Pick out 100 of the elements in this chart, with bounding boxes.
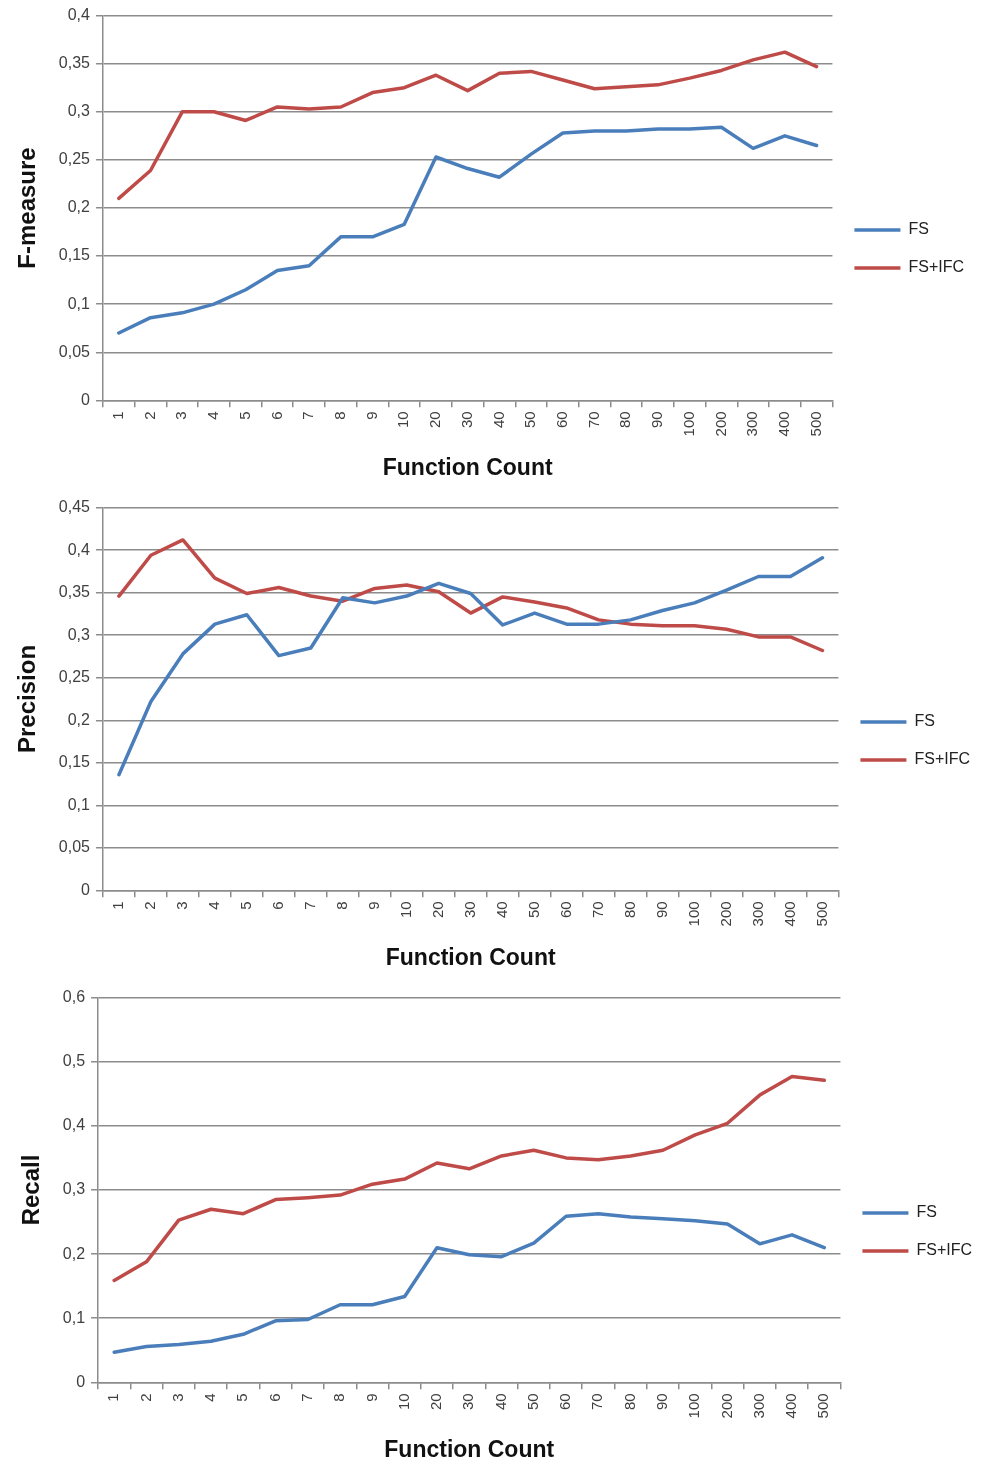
x-tick-label: 20 xyxy=(426,411,444,429)
legend-label: FS+IFC xyxy=(916,1241,972,1259)
y-tick-label: 0,3 xyxy=(67,102,91,120)
x-tick-label: 9 xyxy=(362,411,380,420)
y-tick-label: 0 xyxy=(81,880,91,898)
y-axis-title: Precision xyxy=(13,644,41,754)
y-tick-label: 0,3 xyxy=(67,625,91,643)
x-tick-label: 400 xyxy=(775,411,792,437)
x-tick-label: 50 xyxy=(521,411,539,429)
x-tick-label: 20 xyxy=(428,901,446,919)
y-tick-label: 0,05 xyxy=(58,342,91,360)
y-tick-label: 0,4 xyxy=(67,540,91,558)
x-tick-label: 10 xyxy=(394,1393,412,1411)
x-tick-label: 3 xyxy=(168,1393,186,1402)
x-tick-label: 2 xyxy=(136,1393,154,1402)
x-tick-label: 300 xyxy=(749,1393,767,1419)
x-tick-label: 6 xyxy=(267,411,285,420)
x-tick-label: 70 xyxy=(584,411,602,429)
x-tick-label: 40 xyxy=(492,901,510,919)
x-tick-label: 60 xyxy=(556,901,574,919)
x-tick-label: 1 xyxy=(109,901,127,910)
x-tick-label: 6 xyxy=(265,1393,283,1402)
y-tick-label: 0,1 xyxy=(62,1308,86,1326)
x-tick-label: 100 xyxy=(684,901,702,927)
y-tick-label: 0,4 xyxy=(62,1116,86,1134)
y-tick-label: 0,15 xyxy=(58,246,91,264)
legend-label: FS+IFC xyxy=(908,258,964,276)
y-tick-label: 0 xyxy=(76,1372,86,1390)
x-tick-label: 400 xyxy=(780,901,798,927)
x-tick-label: 200 xyxy=(716,901,734,927)
x-tick-label: 70 xyxy=(588,1393,606,1411)
x-tick-label: 3 xyxy=(172,411,190,420)
x-tick-label: 70 xyxy=(588,901,606,919)
y-tick-label: 0,25 xyxy=(58,150,91,168)
x-tick-label: 2 xyxy=(140,411,158,420)
x-tick-label: 60 xyxy=(556,1393,574,1411)
x-tick-label: 5 xyxy=(235,411,253,420)
x-tick-label: 400 xyxy=(782,1393,800,1419)
y-tick-label: 0,2 xyxy=(62,1244,86,1262)
x-tick-label: 10 xyxy=(396,901,414,919)
x-tick-label: 90 xyxy=(653,1393,671,1411)
x-tick-label: 50 xyxy=(524,901,542,919)
y-tick-label: 0,1 xyxy=(67,795,91,813)
x-tick-label: 4 xyxy=(204,411,222,420)
y-tick-label: 0,1 xyxy=(67,294,91,312)
y-tick-label: 0,2 xyxy=(67,198,91,216)
legend-label: FS xyxy=(908,220,929,238)
y-tick-label: 0,45 xyxy=(58,498,91,516)
x-tick-label: 50 xyxy=(523,1393,541,1411)
x-tick-label: 500 xyxy=(812,901,830,927)
y-tick-label: 0,2 xyxy=(67,710,91,728)
x-tick-label: 200 xyxy=(711,411,729,437)
x-tick-label: 9 xyxy=(362,1393,380,1402)
x-tick-label: 9 xyxy=(364,901,382,910)
x-tick-label: 20 xyxy=(427,1393,445,1411)
x-tick-label: 7 xyxy=(300,901,318,910)
x-tick-label: 30 xyxy=(457,411,475,429)
x-tick-label: 40 xyxy=(491,1393,509,1411)
x-tick-label: 90 xyxy=(652,901,670,919)
x-tick-label: 8 xyxy=(332,901,350,910)
x-tick-label: 8 xyxy=(330,411,348,420)
legend-label: FS xyxy=(914,712,935,730)
legend-label: FS xyxy=(916,1203,937,1221)
x-tick-label: 200 xyxy=(717,1393,735,1419)
x-tick-label: 80 xyxy=(620,1393,638,1411)
y-tick-label: 0,15 xyxy=(58,753,91,771)
x-tick-label: 30 xyxy=(459,1393,477,1411)
y-tick-label: 0,05 xyxy=(58,838,91,856)
x-tick-label: 300 xyxy=(743,411,761,437)
x-axis-title: Function Count xyxy=(382,453,553,480)
y-tick-label: 0,3 xyxy=(62,1180,86,1198)
x-axis-title: Function Count xyxy=(385,943,556,970)
x-tick-label: 40 xyxy=(489,411,507,429)
x-tick-label: 30 xyxy=(460,901,478,919)
y-tick-label: 0,35 xyxy=(58,54,91,72)
y-tick-label: 0,5 xyxy=(62,1052,86,1070)
x-tick-label: 500 xyxy=(806,411,824,437)
y-tick-label: 0,6 xyxy=(62,988,86,1006)
x-tick-label: 80 xyxy=(620,901,638,919)
x-axis-title: Function Count xyxy=(384,1435,555,1462)
x-tick-label: 7 xyxy=(297,1393,315,1402)
x-tick-label: 100 xyxy=(685,1393,703,1419)
y-tick-label: 0 xyxy=(81,390,91,408)
x-tick-label: 5 xyxy=(236,901,254,910)
x-tick-label: 80 xyxy=(616,411,634,429)
y-axis-title: Recall xyxy=(17,1154,45,1226)
x-tick-label: 300 xyxy=(748,901,766,927)
x-tick-label: 6 xyxy=(268,901,286,910)
x-tick-label: 7 xyxy=(299,411,317,420)
x-tick-label: 2 xyxy=(141,901,159,910)
legend-label: FS+IFC xyxy=(914,750,970,768)
x-tick-label: 1 xyxy=(108,411,126,420)
x-tick-label: 100 xyxy=(679,411,697,437)
x-tick-label: 500 xyxy=(814,1393,832,1419)
x-tick-label: 60 xyxy=(552,411,570,429)
y-tick-label: 0,25 xyxy=(58,668,91,686)
y-tick-label: 0,4 xyxy=(67,6,91,24)
x-tick-label: 3 xyxy=(173,901,191,910)
x-tick-label: 4 xyxy=(201,1393,219,1402)
y-axis-title: F-measure xyxy=(13,147,41,269)
